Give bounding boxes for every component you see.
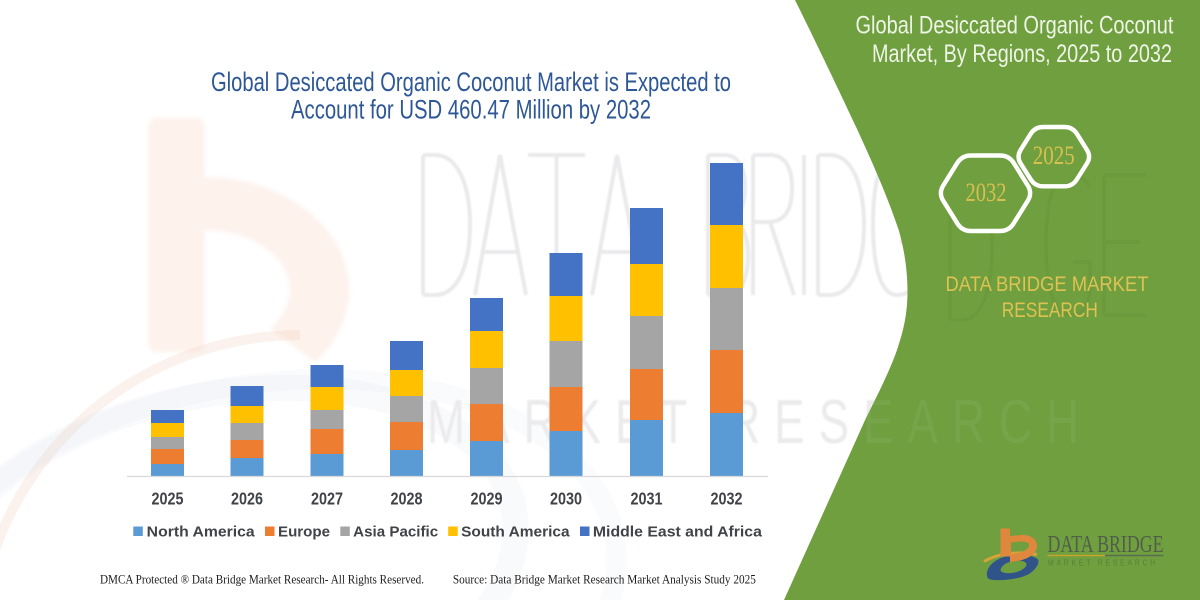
svg-text:2029: 2029: [471, 489, 503, 509]
svg-text:Market, By Regions, 2025 to 20: Market, By Regions, 2025 to 2032: [872, 40, 1172, 68]
svg-text:2028: 2028: [391, 489, 423, 509]
svg-text:2030: 2030: [550, 489, 582, 509]
svg-text:Global Desiccated Organic Coco: Global Desiccated Organic Coconut: [856, 12, 1174, 40]
svg-text:North America: North America: [147, 525, 256, 541]
svg-text:2031: 2031: [631, 489, 663, 509]
svg-text:DATA BRIDGE: DATA BRIDGE: [1048, 532, 1164, 558]
svg-text:Source: Data Bridge Market Res: Source: Data Bridge Market Research Mark…: [453, 572, 756, 587]
svg-text:2025: 2025: [152, 489, 184, 509]
svg-text:Europe: Europe: [278, 525, 330, 541]
svg-text:2032: 2032: [711, 489, 743, 509]
svg-text:2032: 2032: [966, 178, 1007, 207]
svg-text:Global Desiccated Organic Coco: Global Desiccated Organic Coconut Market…: [211, 67, 731, 97]
svg-text:2026: 2026: [231, 489, 263, 509]
svg-text:DATA BRIDGE MARKET: DATA BRIDGE MARKET: [946, 272, 1149, 296]
svg-text:2025: 2025: [1033, 141, 1075, 170]
svg-text:Middle East and Africa: Middle East and Africa: [593, 525, 763, 541]
svg-text:DMCA Protected ® Data Bridge M: DMCA Protected ® Data Bridge Market Rese…: [100, 572, 424, 587]
svg-text:Account for USD 460.47 Million: Account for USD 460.47 Million by 2032: [291, 95, 651, 125]
svg-text:Asia Pacific: Asia Pacific: [353, 525, 438, 541]
svg-text:RESEARCH: RESEARCH: [1002, 298, 1098, 322]
svg-text:South America: South America: [461, 525, 570, 541]
svg-text:MARKET RESEARCH: MARKET RESEARCH: [1048, 559, 1158, 568]
svg-text:2027: 2027: [311, 489, 343, 509]
